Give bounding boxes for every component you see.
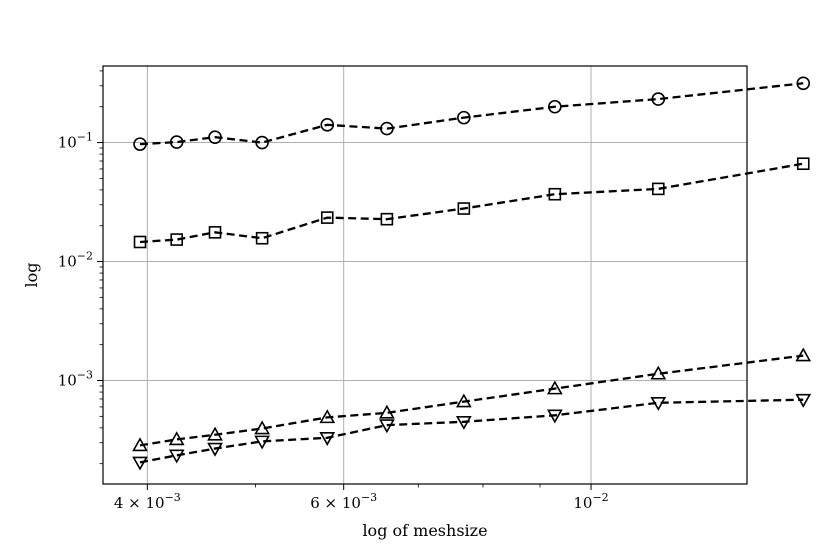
data-point-square [255, 231, 269, 245]
data-point-circle [255, 135, 269, 150]
data-point-circle [320, 118, 335, 132]
y-axis-label: log [22, 263, 41, 288]
data-point-triangle-down [132, 456, 148, 471]
data-point-square [548, 187, 562, 201]
data-point-square [380, 212, 394, 226]
y-tick-label: 10−1 [58, 131, 93, 152]
data-point-square [208, 226, 222, 239]
data-point-circle [651, 92, 666, 106]
x-axis-label: log of meshsize [362, 521, 487, 540]
plot-area-frame [102, 65, 748, 485]
data-point-triangle-up [132, 437, 148, 452]
data-point-square [796, 157, 810, 171]
data-point-triangle-up [319, 409, 336, 424]
data-point-triangle-down [650, 396, 667, 411]
data-point-triangle-up [379, 404, 395, 419]
data-point-square [133, 235, 147, 249]
data-point-triangle-down [319, 432, 336, 446]
data-point-circle [133, 137, 147, 151]
data-point-triangle-up [795, 347, 812, 362]
major-ticks [97, 142, 592, 490]
y-tick-labels: 10−1 10−2 10−3 [58, 131, 93, 390]
data-series [132, 76, 812, 471]
data-point-triangle-down [168, 449, 185, 464]
data-point-square [457, 202, 471, 215]
data-point-triangle-up [650, 365, 667, 380]
x-tick-label: 6 × 10−3 [310, 491, 377, 512]
series-line-triangle-up [139, 354, 804, 447]
series-line-triangle-down [139, 398, 804, 464]
series-line-square [139, 162, 804, 244]
data-point-triangle-down [207, 442, 223, 457]
data-point-triangle-down [546, 409, 563, 424]
data-point-triangle-up [168, 431, 185, 446]
data-point-circle [380, 121, 394, 136]
data-point-triangle-up [455, 393, 472, 408]
series-triangle-down [132, 393, 812, 471]
grid-lines [103, 66, 747, 484]
x-tick-label: 10−2 [573, 491, 608, 512]
data-point-triangle-up [207, 426, 223, 441]
series-circle [133, 76, 811, 151]
data-point-triangle-down [254, 435, 270, 450]
data-point-triangle-up [546, 380, 563, 395]
data-point-circle [796, 76, 811, 91]
y-tick-label: 10−3 [58, 369, 93, 390]
series-line-circle [139, 82, 804, 146]
data-point-square [320, 211, 334, 224]
data-point-circle [169, 135, 184, 149]
data-point-triangle-down [455, 415, 472, 430]
data-point-circle [457, 110, 471, 125]
data-point-circle [548, 99, 562, 114]
data-point-triangle-down [795, 393, 812, 408]
y-tick-label: 10−2 [58, 250, 93, 271]
series-triangle-up [132, 347, 812, 452]
data-point-triangle-up [254, 420, 270, 435]
data-point-circle [208, 130, 222, 144]
series-square [133, 157, 810, 249]
data-point-triangle-down [379, 419, 395, 434]
x-tick-labels: 4 × 10−3 6 × 10−3 10−2 [114, 491, 609, 512]
x-tick-label: 4 × 10−3 [114, 491, 181, 512]
data-point-square [170, 233, 183, 246]
data-point-square [651, 182, 665, 196]
